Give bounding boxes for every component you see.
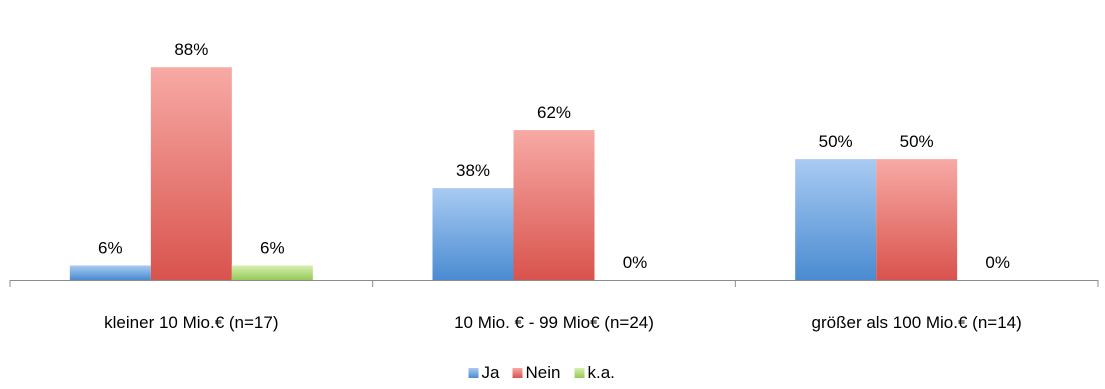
data-label: 50%	[900, 132, 934, 151]
bar-nein-2	[513, 130, 595, 280]
legend-label: k.a.	[588, 363, 615, 382]
bar-ja-2	[432, 188, 514, 280]
legend-label: Ja	[482, 363, 501, 382]
legend-label: Nein	[526, 363, 561, 382]
data-label: 38%	[456, 161, 490, 180]
data-labels: 6% 88% 6% 38% 62% 0% 50% 50% 0%	[98, 40, 1010, 272]
x-axis: kleiner 10 Mio.€ (n=17) 10 Mio. € - 99 Mi…	[9, 280, 1099, 332]
bar-nein-3	[876, 159, 958, 280]
data-label: 0%	[985, 253, 1010, 272]
category-label: 10 Mio. € - 99 Mio€ (n=24)	[454, 313, 654, 332]
data-label: 0%	[623, 253, 648, 272]
category-label: größer als 100 Mio.€ (n=14)	[812, 313, 1022, 332]
data-label: 6%	[260, 238, 285, 257]
data-label: 88%	[174, 40, 208, 59]
bar-ka-1	[231, 265, 313, 280]
data-label: 62%	[537, 103, 571, 122]
data-label: 50%	[819, 132, 853, 151]
bar-nein-1	[150, 67, 232, 280]
bars	[69, 67, 958, 280]
category-label: kleiner 10 Mio.€ (n=17)	[104, 313, 278, 332]
legend-swatch-nein	[512, 368, 523, 378]
bar-ja-3	[795, 159, 877, 280]
legend: Ja Nein k.a.	[468, 363, 615, 382]
legend-swatch-ja	[468, 368, 479, 378]
bar-ja-1	[69, 265, 151, 280]
data-label: 6%	[98, 238, 123, 257]
legend-swatch-ka	[574, 368, 585, 378]
